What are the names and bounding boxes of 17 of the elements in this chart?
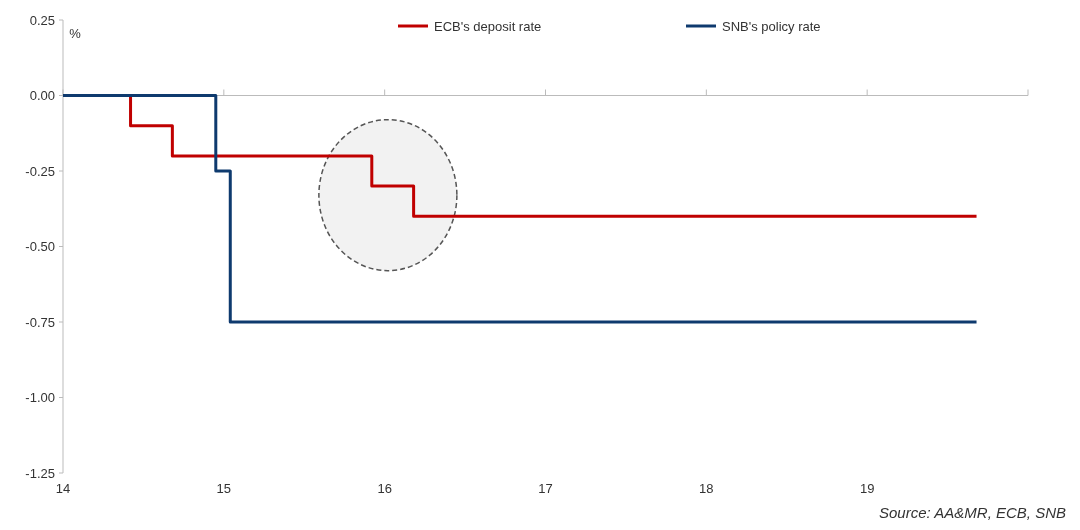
y-tick-label: 0.00 [29, 88, 55, 104]
y-tick-label: 0.25 [29, 12, 55, 28]
legend-label: SNB's policy rate [722, 18, 821, 34]
x-tick-label: 14 [55, 481, 71, 496]
y-tick-label: -1.25 [25, 465, 55, 481]
source-note: Source: AA&MR, ECB, SNB [878, 504, 1066, 521]
y-axis-title: % [69, 26, 82, 41]
x-tick-label: 17 [538, 481, 553, 496]
y-tick-label: -0.25 [25, 163, 55, 179]
y-tick-label: -1.00 [25, 390, 55, 406]
x-tick-label: 16 [377, 481, 392, 496]
y-tick-label: -0.75 [25, 314, 55, 330]
x-tick-label: 19 [859, 481, 875, 496]
y-tick-label: -0.50 [25, 239, 55, 255]
x-tick-label: 15 [216, 481, 232, 496]
legend-label: ECB's deposit rate [434, 18, 542, 34]
x-tick-label: 18 [699, 481, 714, 496]
